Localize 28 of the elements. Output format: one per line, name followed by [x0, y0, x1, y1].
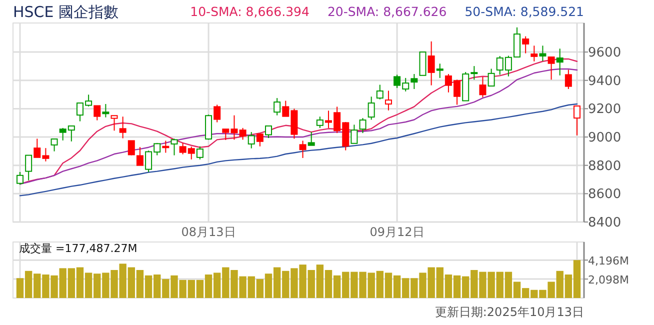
candlestick: [428, 40, 435, 86]
y-tick-label: 4,196M: [588, 254, 629, 268]
candlestick: [384, 90, 392, 111]
y-tick-label: 8800: [588, 158, 622, 174]
candlestick: [556, 48, 564, 76]
candlestick: [102, 104, 110, 118]
y-tick-label: 2,098M: [588, 274, 629, 287]
text: 更新日期:2025年10月13日: [434, 305, 584, 319]
y-tick-label: 9400: [588, 74, 622, 89]
y-tick-label: 9000: [588, 130, 622, 146]
x-tick-label: 09月12日: [370, 225, 424, 239]
candlestick: [436, 63, 444, 78]
candlestick: [479, 76, 486, 98]
y-tick-label: 8600: [588, 187, 622, 202]
chart-title: HSCE 國企指數: [13, 3, 119, 21]
text: 20-SMA: 8,667.626: [327, 4, 447, 19]
x-tick-label: 08月13日: [181, 225, 236, 239]
candlestick: [119, 116, 126, 139]
candlestick: [162, 140, 170, 154]
y-tick-label: 9600: [588, 46, 622, 61]
candlestick: [539, 45, 546, 62]
annotation: 成交量 =177,487.27M: [19, 242, 138, 255]
y-tick-label: 9200: [588, 102, 622, 118]
line-series: [19, 103, 578, 196]
candlestick: [530, 45, 538, 62]
y-tick-label: 8400: [588, 216, 622, 230]
text: 50-SMA: 8,589.521: [464, 4, 584, 19]
text: 10-SMA: 8,666.394: [190, 4, 310, 19]
